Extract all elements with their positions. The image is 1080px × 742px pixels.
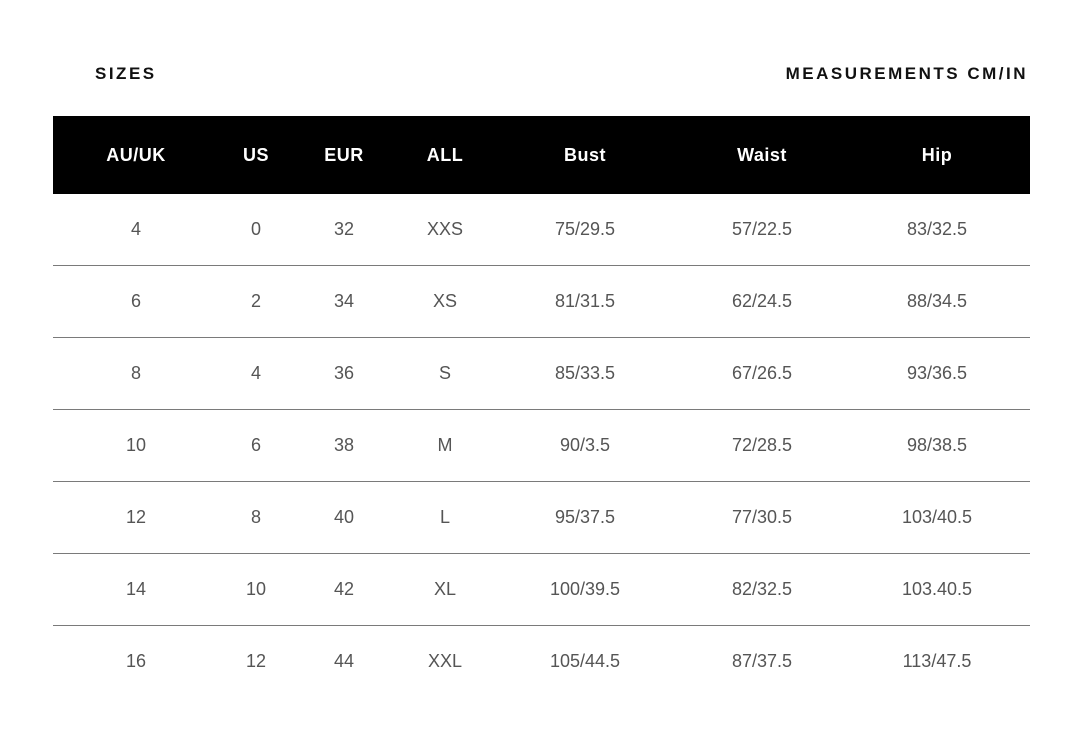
cell-all: XXS bbox=[426, 219, 464, 239]
cell-all: L bbox=[439, 507, 450, 527]
cell-eur: 32 bbox=[333, 219, 355, 239]
cell-waist: 82/32.5 bbox=[731, 579, 793, 599]
cell-au-uk: 4 bbox=[130, 219, 141, 239]
table-row: 6 2 34 XS 81/31.5 62/24.5 88/34.5 bbox=[53, 266, 1030, 338]
header-all: ALL bbox=[426, 144, 464, 165]
cell-bust: 90/3.5 bbox=[559, 435, 611, 455]
cell-us: 10 bbox=[245, 579, 267, 599]
cell-hip: 113/47.5 bbox=[902, 651, 972, 671]
cell-eur: 36 bbox=[333, 363, 355, 383]
cell-waist: 77/30.5 bbox=[731, 507, 793, 527]
cell-au-uk: 12 bbox=[125, 507, 147, 527]
cell-hip: 93/36.5 bbox=[906, 363, 968, 383]
cell-hip: 88/34.5 bbox=[906, 291, 968, 311]
cell-all: XS bbox=[432, 291, 457, 311]
cell-hip: 103.40.5 bbox=[901, 579, 973, 599]
cell-us: 2 bbox=[250, 291, 261, 311]
sizes-title: SIZES bbox=[95, 64, 157, 83]
cell-bust: 75/29.5 bbox=[554, 219, 616, 239]
header-hip: Hip bbox=[921, 144, 953, 165]
cell-waist: 62/24.5 bbox=[731, 291, 793, 311]
cell-hip: 103/40.5 bbox=[901, 507, 973, 527]
cell-bust: 100/39.5 bbox=[549, 579, 621, 599]
header-us: US bbox=[242, 144, 269, 165]
measurements-title: MEASUREMENTS CM/IN bbox=[785, 64, 1028, 83]
cell-eur: 40 bbox=[333, 507, 355, 527]
cell-hip: 98/38.5 bbox=[906, 435, 968, 455]
table-header: AU/UK US EUR ALL Bust Waist Hip bbox=[53, 116, 1030, 194]
table-row: 4 0 32 XXS 75/29.5 57/22.5 83/32.5 bbox=[53, 194, 1030, 266]
cell-bust: 95/37.5 bbox=[554, 507, 616, 527]
cell-au-uk: 6 bbox=[130, 291, 141, 311]
cell-waist: 67/26.5 bbox=[731, 363, 793, 383]
cell-au-uk: 8 bbox=[130, 363, 141, 383]
header-bust: Bust bbox=[564, 144, 606, 165]
header-au-uk: AU/UK bbox=[106, 144, 166, 165]
cell-au-uk: 10 bbox=[125, 435, 147, 455]
cell-waist: 87/37.5 bbox=[731, 651, 793, 671]
cell-eur: 34 bbox=[333, 291, 355, 311]
cell-us: 4 bbox=[250, 363, 261, 383]
cell-au-uk: 14 bbox=[125, 579, 147, 599]
cell-bust: 105/44.5 bbox=[549, 651, 621, 671]
cell-waist: 72/28.5 bbox=[731, 435, 793, 455]
cell-eur: 42 bbox=[333, 579, 355, 599]
cell-all: XL bbox=[433, 579, 457, 599]
cell-all: M bbox=[437, 435, 453, 455]
table-row: 14 10 42 XL 100/39.5 82/32.5 103.40.5 bbox=[53, 554, 1030, 626]
cell-us: 12 bbox=[245, 651, 267, 671]
cell-hip: 83/32.5 bbox=[906, 219, 968, 239]
size-chart-table: AU/UK US EUR ALL Bust Waist Hip 4 0 32 XXS 75/29.5… bbox=[53, 116, 1030, 697]
cell-eur: 38 bbox=[333, 435, 355, 455]
header-waist: Waist bbox=[737, 144, 787, 165]
cell-waist: 57/22.5 bbox=[731, 219, 793, 239]
cell-bust: 81/31.5 bbox=[554, 291, 616, 311]
cell-us: 6 bbox=[250, 435, 261, 455]
cell-us: 8 bbox=[250, 507, 261, 527]
table-row: 8 4 36 S 85/33.5 67/26.5 93/36.5 bbox=[53, 338, 1030, 410]
table-row: 16 12 44 XXL 105/44.5 87/37.5 113/47.5 bbox=[53, 626, 1030, 697]
cell-us: 0 bbox=[250, 219, 261, 239]
cell-all: XXL bbox=[427, 651, 463, 671]
cell-all: S bbox=[438, 363, 451, 383]
table-row: 10 6 38 M 90/3.5 72/28.5 98/38.5 bbox=[53, 410, 1030, 482]
cell-bust: 85/33.5 bbox=[554, 363, 616, 383]
table-row: 12 8 40 L 95/37.5 77/30.5 103/40.5 bbox=[53, 482, 1030, 554]
header-eur: EUR bbox=[324, 144, 364, 165]
cell-eur: 44 bbox=[333, 651, 355, 671]
cell-au-uk: 16 bbox=[125, 651, 147, 671]
